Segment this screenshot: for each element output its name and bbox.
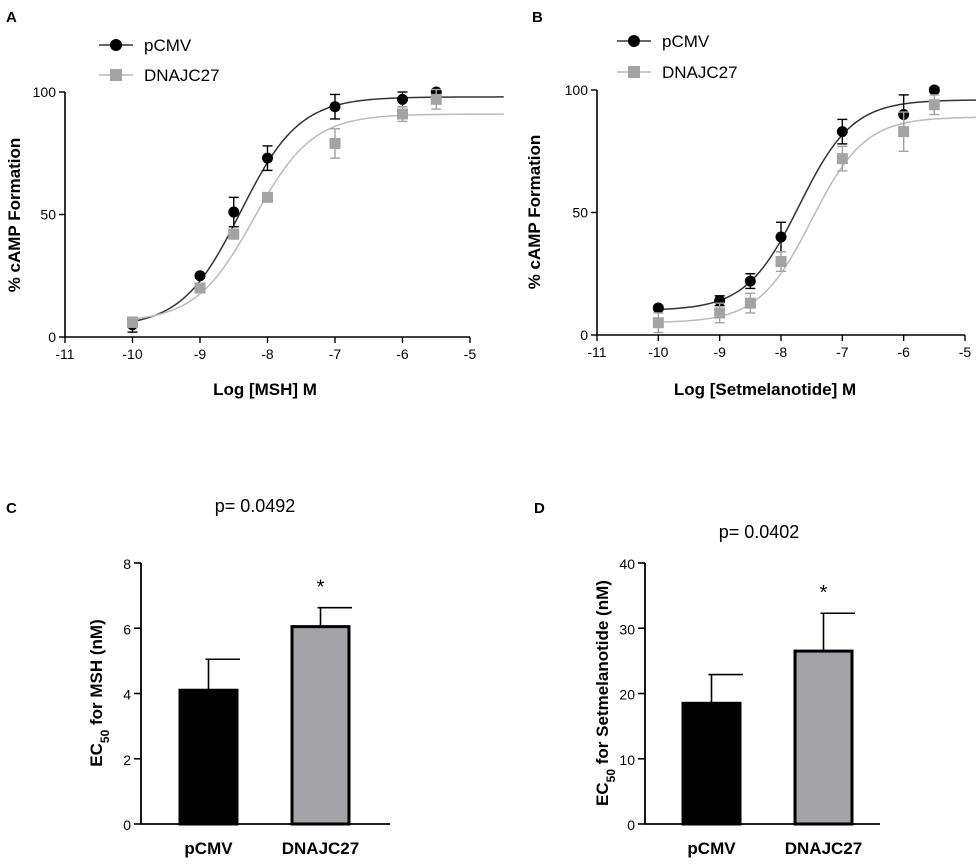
data-point-dnajc27 (194, 282, 206, 294)
data-point-dnajc27 (898, 126, 910, 138)
data-point-dnajc27 (744, 297, 756, 309)
data-point-pcmv (775, 231, 787, 243)
y-tick-label: 50 (572, 205, 588, 221)
panel-a-legend: pCMV DNAJC27 (99, 36, 220, 85)
legend-pcmv-marker (110, 39, 122, 51)
y-axis-label: % cAMP Formation (525, 135, 544, 290)
bar-pcmv (178, 688, 239, 826)
x-tick-label: -11 (587, 344, 606, 360)
y-tick-label: 20 (619, 687, 635, 703)
panel-c-letter: C (6, 500, 17, 517)
x-tick-label: -7 (329, 346, 342, 362)
x-axis-label: Log [Setmelanotide] M (674, 380, 856, 399)
data-point-dnajc27 (262, 191, 273, 203)
y-tick-label: 30 (619, 621, 635, 637)
legend-dnajc27-label: DNAJC27 (662, 63, 738, 82)
data-point-dnajc27 (652, 317, 664, 329)
significance-star: * (317, 577, 325, 599)
p-value-title: p= 0.0492 (215, 496, 296, 516)
bar-dnajc27 (793, 649, 854, 826)
y-axis-label: EC50 for Setmelanotide (nM) (593, 580, 618, 806)
x-tick-label: -8 (261, 346, 274, 362)
significance-star: * (820, 582, 828, 604)
panel-b-letter: B (532, 9, 543, 26)
x-tick-label: -9 (713, 344, 726, 360)
panel-d: D p= 0.0402 0 10 20 30 40 pCMV DNAJC27 * EC50 … (534, 500, 880, 858)
y-axis-label: EC50 for MSH (nM) (87, 619, 112, 766)
y-axis-label: % cAMP Formation (5, 138, 24, 293)
data-point-dnajc27 (775, 256, 787, 267)
y-tick-label: 0 (627, 817, 635, 833)
x-axis-label: Log [MSH] M (213, 380, 317, 399)
data-point-pcmv (836, 126, 848, 138)
p-value-title: p= 0.0402 (719, 522, 800, 542)
x-tick-label: -11 (55, 346, 74, 362)
data-point-pcmv (228, 206, 240, 218)
data-point-dnajc27 (228, 228, 240, 240)
panel-d-letter: D (534, 500, 545, 517)
y-tick-label: 100 (33, 84, 57, 100)
data-point-dnajc27 (836, 153, 848, 165)
legend-dnajc27-marker (628, 66, 640, 78)
fit-curve-dnajc27 (658, 116, 976, 323)
x-tick-label: -6 (396, 346, 409, 362)
data-point-pcmv (329, 101, 341, 113)
y-tick-label: 50 (40, 207, 56, 223)
data-point-pcmv (744, 275, 756, 287)
data-point-pcmv (194, 270, 206, 282)
data-point-pcmv (397, 93, 408, 105)
data-point-dnajc27 (397, 108, 408, 120)
x-tick-label: -10 (648, 344, 668, 360)
data-point-dnajc27 (430, 93, 442, 105)
y-tick-label: 40 (619, 556, 635, 572)
category-label-dnajc27: DNAJC27 (785, 839, 862, 858)
legend-pcmv-label: pCMV (662, 32, 710, 51)
legend-dnajc27-marker (110, 69, 122, 81)
y-tick-label: 4 (123, 687, 131, 703)
x-tick-label: -10 (122, 346, 142, 362)
data-point-pcmv (928, 84, 940, 96)
legend-pcmv-marker (628, 35, 640, 47)
y-tick-label: 0 (48, 329, 56, 345)
fit-curve-dnajc27 (132, 113, 504, 320)
x-tick-label: -5 (959, 344, 972, 360)
panel-b-legend: pCMV DNAJC27 (617, 32, 738, 82)
x-tick-label: -5 (464, 346, 477, 362)
x-tick-label: -6 (897, 344, 910, 360)
bar-pcmv (681, 701, 742, 826)
data-point-dnajc27 (127, 316, 138, 328)
y-tick-label: 0 (580, 327, 588, 343)
y-tick-label: 8 (123, 556, 131, 572)
y-tick-label: 10 (619, 752, 635, 768)
category-label-pcmv: pCMV (687, 839, 736, 858)
y-tick-label: 0 (123, 817, 131, 833)
category-label-pcmv: pCMV (184, 839, 233, 858)
category-label-dnajc27: DNAJC27 (282, 839, 359, 858)
data-point-pcmv (652, 302, 664, 314)
x-tick-label: -9 (194, 346, 207, 362)
x-tick-label: -8 (775, 344, 788, 360)
x-tick-label: -7 (836, 344, 849, 360)
panel-a: A pCMV DNAJC27 0 50 100 -11 -10 -9 -8 -7 -6 -5 Lo… (5, 9, 504, 399)
y-tick-label: 6 (123, 621, 131, 637)
data-point-dnajc27 (329, 137, 341, 149)
legend-pcmv-label: pCMV (144, 36, 192, 55)
fit-curve-pcmv (658, 99, 976, 311)
legend-dnajc27-label: DNAJC27 (144, 66, 220, 85)
data-point-dnajc27 (714, 307, 726, 319)
fit-curve-pcmv (132, 96, 504, 323)
panel-a-letter: A (6, 9, 17, 26)
y-tick-label: 100 (565, 82, 589, 98)
bar-dnajc27 (290, 625, 351, 826)
data-point-pcmv (262, 152, 273, 164)
y-tick-label: 2 (123, 752, 131, 768)
panel-c: C p= 0.0492 0 2 4 6 8 pCMV DNAJC27 * EC50 for … (6, 496, 390, 858)
data-point-dnajc27 (928, 99, 940, 111)
panel-b: B pCMV DNAJC27 0 50 100 -11 -10 -9 -8 -7 -6 -5 Lo… (525, 9, 976, 399)
